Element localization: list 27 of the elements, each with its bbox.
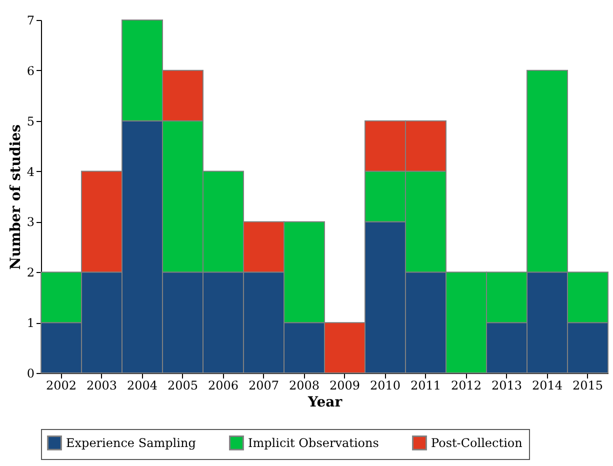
- x-tick-label: 2009: [329, 378, 360, 392]
- y-tick-label: 7: [26, 14, 34, 28]
- x-tick-label: 2013: [491, 378, 522, 392]
- x-tick-label: 2014: [532, 378, 563, 392]
- x-tick-label: 2015: [572, 378, 604, 392]
- y-tick-label: 3: [26, 215, 34, 230]
- x-tick-label: 2008: [288, 378, 320, 392]
- x-tick-label: 2006: [208, 378, 239, 392]
- y-tick-label: 1: [26, 316, 34, 330]
- x-tick-label: 2010: [370, 378, 401, 392]
- y-tick-label: 4: [26, 164, 35, 179]
- x-tick-label: 2003: [86, 378, 118, 392]
- legend-label: Experience Sampling: [66, 436, 196, 450]
- legend-label: Post-Collection: [431, 436, 523, 450]
- x-tick-label: 2007: [248, 378, 280, 392]
- x-tick-label: 2012: [450, 378, 482, 392]
- x-axis-title: Year: [306, 394, 343, 410]
- y-tick-label: 6: [26, 64, 34, 78]
- y-tick-label: 2: [26, 266, 34, 280]
- y-axis-title: Number of studies: [8, 124, 24, 270]
- x-tick-label: 2002: [46, 378, 77, 392]
- x-tick-label: 2011: [410, 378, 442, 392]
- y-tick-label: 0: [26, 366, 34, 380]
- legend-label: Implicit Observations: [248, 436, 379, 450]
- x-tick-label: 2004: [126, 378, 158, 392]
- x-tick-label: 2005: [167, 378, 198, 392]
- y-tick-label: 5: [26, 114, 34, 128]
